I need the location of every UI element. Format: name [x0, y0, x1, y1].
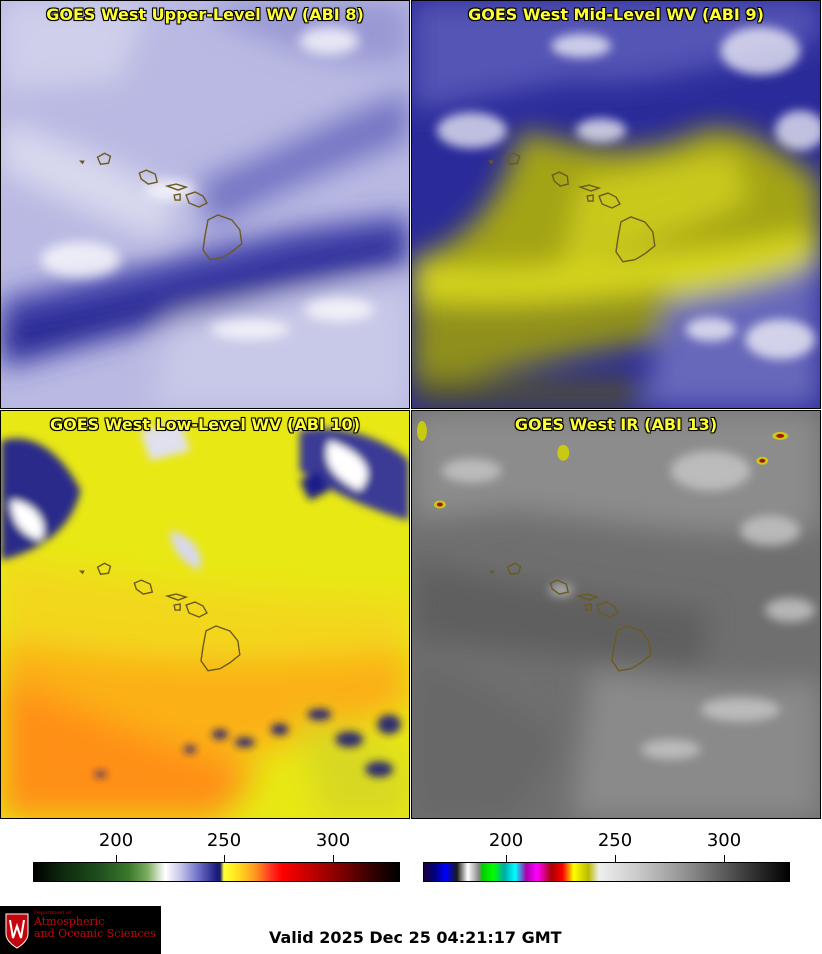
uw-crest-icon — [5, 913, 29, 949]
tick-label: 300 — [315, 830, 351, 851]
tick-label: 250 — [206, 830, 242, 851]
ir-colorbar-gradient — [423, 862, 790, 882]
panel-ir: GOES West IR (ABI 13) — [411, 410, 821, 819]
valid-time: Valid 2025 Dec 25 04:21:17 GMT — [269, 928, 562, 947]
tick-label: 200 — [98, 830, 134, 851]
tick-mark — [615, 855, 616, 862]
panel-low-level-wv: GOES West Low-Level WV (ABI 10) — [0, 410, 410, 819]
logo-line-3: and Oceanic Sciences — [34, 926, 156, 940]
logo-line-2: Atmospheric — [34, 915, 105, 929]
tick-label: 250 — [597, 830, 633, 851]
panel-title: GOES West Upper-Level WV (ABI 8) — [46, 5, 364, 24]
panel-upper-level-wv: GOES West Upper-Level WV (ABI 8) — [0, 0, 410, 409]
panel-title: GOES West Low-Level WV (ABI 10) — [49, 415, 360, 434]
ir-colorbar: 200 250 300 — [411, 822, 822, 884]
tick-mark — [333, 855, 334, 862]
tick-label: 300 — [706, 830, 742, 851]
wv-colorbar: 200 250 300 — [0, 822, 411, 884]
panel-title: GOES West Mid-Level WV (ABI 9) — [468, 5, 764, 24]
aos-logo: Department of Atmospheric and Oceanic Sc… — [0, 906, 161, 954]
tick-mark — [724, 855, 725, 862]
logo-line-1: Department of — [34, 910, 71, 916]
panel-mid-level-wv: GOES West Mid-Level WV (ABI 9) — [411, 0, 821, 409]
logo-text: Department of Atmospheric and Oceanic Sc… — [34, 910, 156, 940]
ir-image — [412, 411, 820, 818]
mid-level-wv-image — [412, 1, 820, 408]
tick-label: 200 — [488, 830, 524, 851]
wv-colorbar-gradient — [33, 862, 400, 882]
low-level-wv-image — [1, 411, 409, 818]
tick-mark — [224, 855, 225, 862]
tick-mark — [116, 855, 117, 862]
tick-mark — [506, 855, 507, 862]
panel-title: GOES West IR (ABI 13) — [514, 415, 718, 434]
upper-level-wv-image — [1, 1, 409, 408]
